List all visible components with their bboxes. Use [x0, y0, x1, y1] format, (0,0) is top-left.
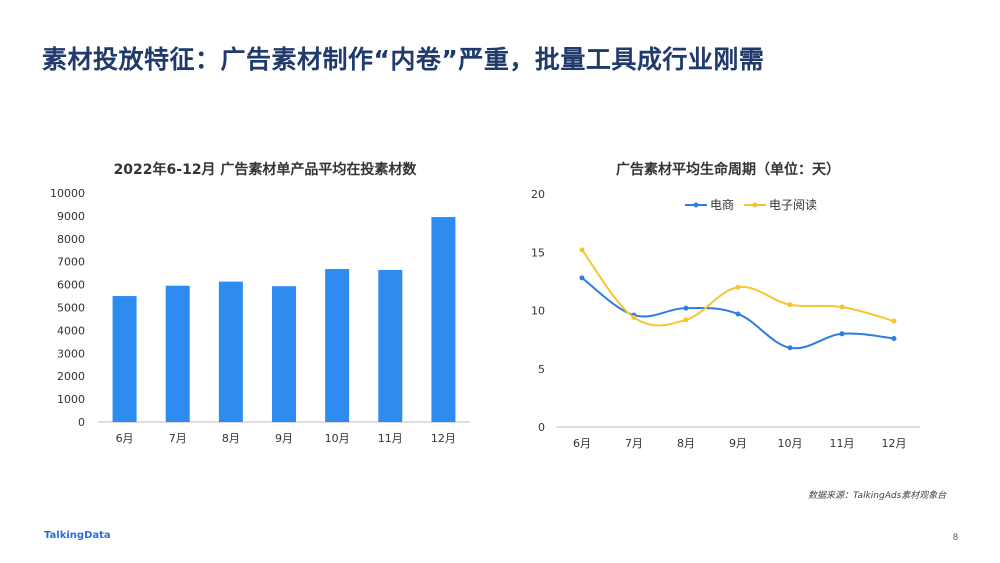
bar-x-tick-label: 12月 [431, 432, 456, 445]
series-ereading-point [839, 304, 845, 310]
line-x-tick-label: 11月 [830, 437, 855, 450]
bar-y-ticks: 0 1000 2000 3000 4000 5000 6000 7000 8000 9000 100… [50, 187, 85, 429]
bar [165, 285, 190, 422]
bar-y-tick-label: 2000 [57, 370, 85, 383]
line-y-tick-label: 15 [531, 246, 545, 259]
line-x-ticks: 6月 7月 8月 9月 10月 11月 12月 [573, 437, 907, 450]
line-x-tick-label: 9月 [729, 437, 747, 450]
bars [112, 217, 456, 422]
line-y-tick-label: 5 [538, 363, 545, 376]
series-ecommerce-point [787, 345, 793, 351]
series-ecommerce-point [735, 311, 741, 317]
talkingdata-logo: TalkingData [44, 530, 111, 541]
bar-chart: 2022年6-12月 广告素材单产品平均在投素材数 0 1000 2000 3000 4… [50, 161, 470, 445]
bar-x-tick-label: 9月 [275, 432, 293, 445]
series-ereading-point [891, 318, 897, 324]
data-source-note: 数据来源：TalkingAds素材观象台 [808, 491, 947, 501]
legend-marker-ereading [752, 202, 758, 208]
bar-y-tick-label: 9000 [57, 210, 85, 223]
line-y-tick-label: 20 [531, 188, 545, 201]
line-x-tick-label: 8月 [677, 437, 695, 450]
bar [272, 286, 296, 422]
series-ecommerce-point [683, 305, 689, 311]
bar-x-ticks: 6月 7月 8月 9月 10月 11月 12月 [116, 432, 456, 445]
series-ecommerce-point [839, 331, 845, 337]
bar-y-tick-label: 4000 [57, 324, 85, 337]
bar [431, 217, 456, 422]
line-x-tick-label: 7月 [625, 437, 643, 450]
legend-marker-ecommerce [693, 202, 699, 208]
bar-x-tick-label: 8月 [222, 432, 240, 445]
bar-y-tick-label: 8000 [57, 233, 85, 246]
bar-chart-title: 2022年6-12月 广告素材单产品平均在投素材数 [114, 161, 418, 178]
line-legend: 电商 电子阅读 [685, 197, 817, 212]
series-ecommerce-point [579, 275, 585, 281]
page-title: 素材投放特征：广告素材制作“内卷”严重，批量工具成行业刚需 [42, 45, 765, 74]
page-number: 8 [953, 532, 959, 542]
series-ereading-point [735, 284, 741, 290]
series-ereading-point [631, 314, 637, 320]
line-x-tick-label: 6月 [573, 437, 591, 450]
bar [378, 269, 403, 422]
series-ecommerce-point [891, 335, 897, 341]
bar-x-tick-label: 7月 [169, 432, 187, 445]
bar-x-tick-label: 10月 [325, 432, 350, 445]
bar-x-tick-label: 6月 [116, 432, 134, 445]
bar [325, 269, 350, 422]
bar-y-tick-label: 1000 [57, 393, 85, 406]
series-ereading-point [787, 302, 793, 308]
bar-x-tick-label: 11月 [378, 432, 403, 445]
bar [112, 296, 137, 422]
line-y-tick-label: 10 [531, 305, 545, 318]
line-x-tick-label: 12月 [882, 437, 907, 450]
legend-label-ecommerce: 电商 [710, 197, 734, 212]
bar-y-tick-label: 7000 [57, 256, 85, 269]
line-chart-title: 广告素材平均生命周期（单位：天） [616, 161, 840, 178]
legend-label-ereading: 电子阅读 [769, 198, 817, 212]
bar-y-tick-label: 5000 [57, 302, 85, 315]
bar-y-tick-label: 10000 [50, 187, 85, 200]
line-x-tick-label: 10月 [778, 437, 803, 450]
series-ereading-point [579, 247, 585, 253]
bar-y-tick-label: 3000 [57, 347, 85, 360]
line-y-ticks: 0 5 10 15 20 [531, 188, 545, 434]
line-y-tick-label: 0 [538, 421, 545, 434]
series-ereading-point [683, 317, 689, 323]
line-chart: 广告素材平均生命周期（单位：天） 0 5 10 15 20 6月 7月 8月 9月 10月 11月… [531, 161, 920, 450]
bar [218, 281, 243, 422]
line-series [579, 247, 897, 351]
bar-y-tick-label: 6000 [57, 279, 85, 292]
bar-y-tick-label: 0 [78, 416, 85, 429]
